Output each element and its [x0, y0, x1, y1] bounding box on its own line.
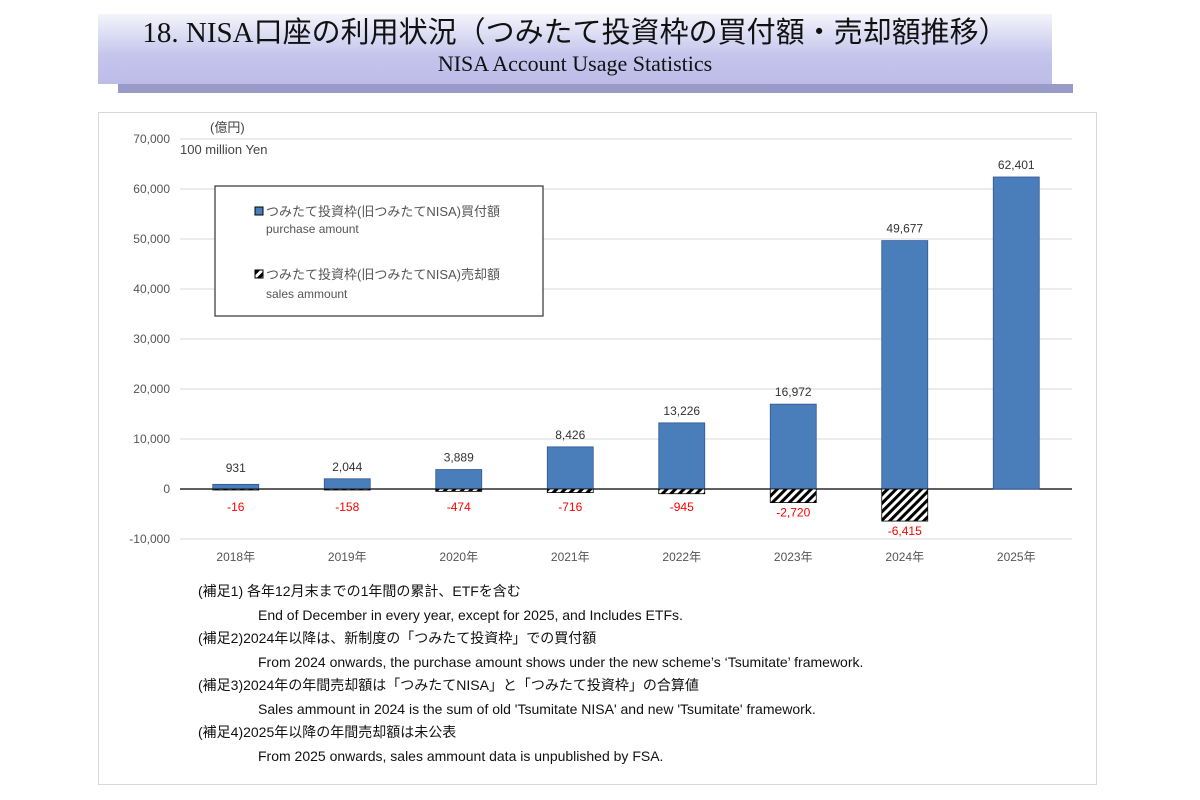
- sales-value-label: -474: [447, 500, 471, 514]
- sales-value-label: -6,415: [888, 524, 922, 538]
- purchase-bar: [658, 422, 706, 490]
- x-tick-label: 2019年: [328, 550, 367, 564]
- purchase-value-label: 8,426: [555, 428, 585, 442]
- x-tick-label: 2023年: [774, 550, 813, 564]
- purchase-bar: [881, 240, 929, 490]
- sales-bar: [881, 488, 929, 522]
- sales-value-label: -2,720: [776, 506, 810, 520]
- purchase-bar: [212, 483, 260, 490]
- purchase-value-label: 2,044: [332, 460, 362, 474]
- x-tick-label: 2018年: [216, 550, 255, 564]
- purchase-value-label: 62,401: [998, 158, 1035, 172]
- sales-bar: [546, 488, 594, 493]
- title-banner: 18. NISA口座の利用状況（つみたて投資枠の買付額・売却額推移） NISA …: [98, 14, 1052, 84]
- y-tick-label: 60,000: [133, 182, 170, 196]
- note-3-jp: (補足3)2024年の年間売却額は「つみたてNISA」と「つみたて投資枠」の合算…: [198, 677, 699, 693]
- y-tick-label: 70,000: [133, 132, 170, 146]
- sales-value-label: -716: [558, 500, 582, 514]
- purchase-bar: [769, 403, 817, 490]
- legend-swatch-purchase: [254, 206, 264, 216]
- x-tick-label: 2025年: [997, 550, 1036, 564]
- purchase-value-label: 49,677: [886, 222, 923, 236]
- sales-bar: [658, 488, 706, 495]
- note-2-en: From 2024 onwards, the purchase amount s…: [258, 653, 864, 670]
- note-4-jp: (補足4)2025年以降の年間売却額は未公表: [198, 724, 457, 740]
- y-tick-label: 50,000: [133, 232, 170, 246]
- note-1-en: End of December in every year, except fo…: [258, 606, 683, 623]
- y-tick-label: 30,000: [133, 332, 170, 346]
- x-tick-label: 2021年: [551, 550, 590, 564]
- y-tick-label: 20,000: [133, 382, 170, 396]
- footnotes: (補足1) 各年12月末までの1年間の累計、ETFを含む End of Dece…: [198, 580, 863, 768]
- page-subtitle: NISA Account Usage Statistics: [437, 51, 713, 76]
- purchase-bar: [323, 478, 371, 490]
- legend-purchase: つみたて投資枠(旧つみたてNISA)買付額: [266, 204, 500, 219]
- sales-bar: [212, 488, 260, 491]
- sales-bar: [323, 488, 371, 491]
- page-title: 18. NISA口座の利用状況（つみたて投資枠の買付額・売却額推移）: [142, 17, 1008, 49]
- legend-purchase-en: purchase amount: [266, 222, 359, 236]
- y-tick-label: 10,000: [133, 432, 170, 446]
- purchase-value-label: 16,972: [775, 385, 812, 399]
- purchase-bar: [435, 469, 483, 490]
- legend: つみたて投資枠(旧つみたてNISA)買付額 purchase amount つみ…: [214, 185, 544, 317]
- note-2-jp: (補足2)2024年以降は、新制度の「つみたて投資枠」での買付額: [198, 630, 597, 646]
- x-tick-label: 2022年: [662, 550, 701, 564]
- purchase-bar: [992, 176, 1040, 490]
- x-tick-label: 2024年: [885, 550, 924, 564]
- purchase-value-label: 13,226: [663, 404, 700, 418]
- note-4-en: From 2025 onwards, sales ammount data is…: [258, 747, 664, 764]
- sales-bar: [435, 488, 483, 492]
- title-banner-shadow: [118, 84, 1073, 93]
- legend-sales-en: sales ammount: [266, 287, 348, 301]
- x-tick-label: 2020年: [439, 550, 478, 564]
- sales-value-label: -945: [670, 500, 694, 514]
- y-tick-label: -10,000: [129, 532, 170, 546]
- legend-swatch-sales: [254, 269, 264, 279]
- note-3-en: Sales ammount in 2024 is the sum of old …: [258, 700, 816, 717]
- y-axis-unit-en: 100 million Yen: [180, 142, 267, 157]
- y-tick-label: 0: [163, 482, 170, 496]
- sales-value-label: -158: [335, 500, 359, 514]
- sales-value-label: -16: [227, 500, 245, 514]
- legend-sales: つみたて投資枠(旧つみたてNISA)売却額: [266, 267, 500, 282]
- sales-bar: [769, 488, 817, 504]
- y-axis-unit: (億円): [210, 120, 245, 135]
- note-1-jp: (補足1) 各年12月末までの1年間の累計、ETFを含む: [198, 583, 521, 599]
- purchase-bar: [546, 446, 594, 490]
- purchase-value-label: 3,889: [444, 451, 474, 465]
- chart-frame: [98, 112, 1097, 785]
- purchase-value-label: 931: [226, 461, 246, 475]
- y-tick-label: 40,000: [133, 282, 170, 296]
